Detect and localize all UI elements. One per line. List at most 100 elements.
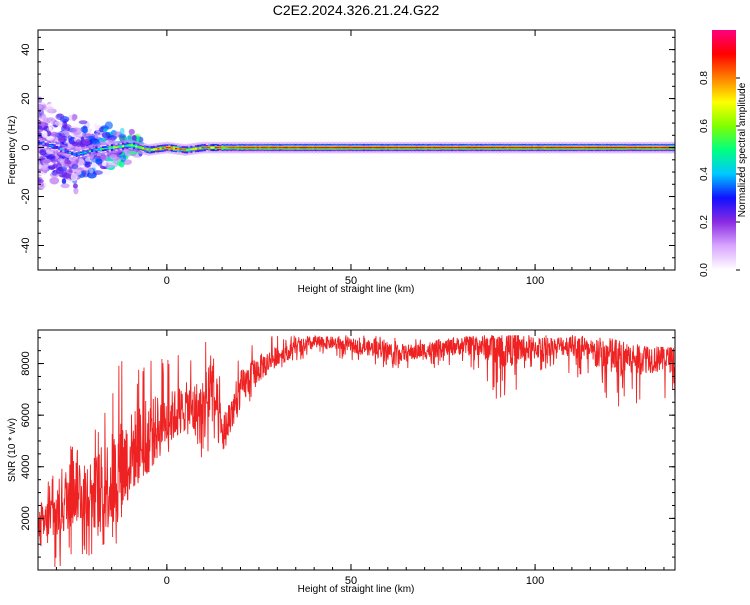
spectrogram-plot-area — [38, 96, 675, 195]
spectrogram-cell — [93, 149, 96, 151]
spectrogram-panel: 0 50 100 -40 -20 0 20 40 Height of straight lin… — [7, 29, 676, 295]
spectrogram-cell — [62, 149, 65, 151]
spectrogram-cell — [57, 158, 65, 163]
spectrogram-cell — [325, 146, 328, 149]
spectrogram-cell — [380, 146, 383, 149]
spectrogram-cell — [104, 121, 113, 130]
spectrogram-cell — [115, 146, 118, 148]
spectrogram-cell — [510, 146, 513, 149]
spectrogram-cell — [75, 139, 82, 148]
spectrogram-cell — [334, 146, 337, 149]
spectrogram-y-axis-label: Frequency (Hz) — [7, 116, 18, 185]
spectrogram-cell — [94, 133, 100, 139]
spectrogram-cell — [601, 146, 604, 149]
spectrogram-cell — [559, 146, 562, 149]
spectrogram-cell — [358, 146, 361, 149]
spectrogram-cell — [243, 146, 246, 149]
spectrogram-cell — [95, 148, 98, 151]
spectrogram-cell — [135, 145, 138, 148]
spectrogram-cell — [93, 170, 103, 176]
spectrogram-cell — [340, 146, 343, 149]
spectrogram-cell — [128, 144, 131, 147]
colorbar-tick-label: 0.4 — [699, 167, 710, 181]
spectrogram-cell — [563, 146, 566, 149]
spectrogram-cell — [84, 161, 91, 168]
spectrogram-cell — [274, 146, 277, 149]
spectrogram-cell — [378, 146, 381, 149]
spectrogram-cell — [71, 113, 77, 122]
spectrogram-cell — [435, 146, 438, 149]
spectrogram-x-tick-label: 50 — [345, 275, 357, 287]
spectrogram-cell — [172, 147, 175, 150]
spectrogram-cell — [236, 146, 239, 149]
spectrogram-cell — [254, 146, 257, 149]
spectrogram-frame — [37, 29, 676, 271]
spectrogram-cell — [272, 146, 275, 149]
spectrogram-cell — [356, 146, 359, 149]
spectrogram-cell — [102, 170, 112, 175]
spectrogram-cell — [267, 146, 270, 149]
colorbar-tick-label: 0.6 — [699, 119, 710, 133]
spectrogram-cell — [404, 146, 407, 149]
spectrogram-cell — [199, 147, 202, 149]
spectrogram-cell — [451, 146, 454, 149]
spectrogram-cell — [479, 146, 482, 149]
spectrogram-cell — [113, 159, 118, 168]
spectrogram-cell — [122, 145, 125, 147]
spectrogram-cell — [323, 146, 326, 149]
spectrogram-cell — [393, 146, 396, 149]
spectrogram-cell — [365, 146, 368, 149]
spectrogram-cell — [223, 146, 226, 149]
spectrogram-cell — [455, 146, 458, 149]
spectrogram-cell — [464, 146, 467, 149]
snr-y-tick-label: 4000 — [20, 455, 32, 479]
spectrogram-cell — [38, 141, 41, 144]
spectrogram-cell — [258, 146, 262, 149]
spectrogram-cell — [550, 146, 553, 149]
spectrogram-cell — [541, 146, 544, 149]
spectrogram-cell — [499, 146, 502, 149]
spectrogram-cell — [50, 131, 58, 137]
spectrogram-cell — [141, 147, 144, 149]
spectrogram-cell — [38, 103, 45, 111]
spectrogram-cell — [524, 146, 527, 149]
spectrogram-cell — [373, 146, 376, 149]
spectrogram-cell — [75, 169, 82, 176]
spectrogram-y-tick-label: 0 — [20, 145, 32, 151]
snr-y-tick-label: 6000 — [20, 403, 32, 427]
spectrogram-cell — [300, 146, 304, 149]
spectrogram-cell — [128, 128, 135, 135]
spectrogram-y-tick-label: 40 — [20, 43, 32, 55]
spectrogram-cell — [285, 146, 288, 149]
spectrogram-cell — [453, 146, 456, 149]
spectrogram-cell — [594, 146, 597, 149]
spectrogram-cell — [183, 149, 186, 151]
spectrogram-cell — [179, 148, 182, 150]
spectrogram-cell — [616, 146, 619, 149]
spectrogram-cell — [316, 146, 319, 149]
spectrogram-cell — [353, 146, 357, 149]
spectrogram-cell — [599, 146, 602, 149]
spectrogram-cell — [442, 146, 445, 149]
spectrogram-cell — [212, 146, 215, 149]
spectrogram-cell — [104, 147, 107, 150]
spectrogram-cell — [473, 146, 476, 149]
spectrogram-cell — [440, 146, 443, 149]
spectrogram-cell — [608, 146, 611, 149]
spectrogram-cell — [92, 162, 98, 169]
spectrogram-cell — [283, 146, 286, 149]
spectrogram-cell — [400, 146, 403, 149]
spectrogram-cell — [596, 146, 600, 149]
spectrogram-cell — [468, 146, 471, 149]
spectrogram-cell — [389, 146, 392, 149]
spectrogram-cell — [103, 128, 108, 133]
spectrogram-cell — [210, 146, 213, 149]
spectrogram-cell — [66, 150, 69, 153]
spectrogram-cell — [543, 146, 547, 149]
spectrogram-cell — [175, 147, 178, 150]
spectrogram-cell — [157, 148, 160, 150]
spectrogram-cell — [113, 146, 116, 149]
spectrogram-cell — [49, 144, 52, 147]
spectrogram-axes: 0 50 100 -40 -20 0 20 40 — [20, 30, 675, 287]
